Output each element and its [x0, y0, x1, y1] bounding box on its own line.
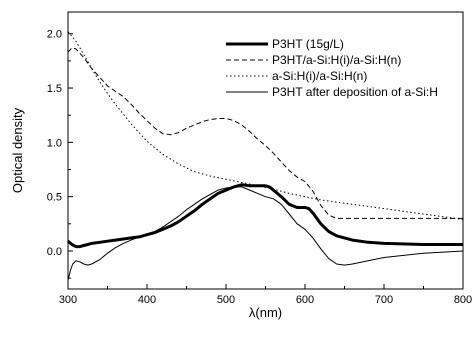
- x-tick-label: 400: [138, 294, 156, 306]
- series-line: [67, 47, 463, 219]
- x-tick-label: 800: [454, 294, 472, 306]
- series-line: [67, 186, 464, 281]
- y-tick-label: 1.0: [47, 137, 62, 149]
- legend-label: P3HT after deposition of a-Si:H: [272, 85, 438, 99]
- y-tick-label: 1.5: [47, 83, 62, 95]
- x-axis-title: λ(nm): [249, 305, 282, 320]
- y-tick-label: 0.0: [47, 246, 62, 258]
- legend-label: P3HT (15g/L): [272, 37, 344, 51]
- x-tick-label: 500: [217, 294, 235, 306]
- x-tick-label: 700: [375, 294, 393, 306]
- y-tick-label: 2.0: [47, 29, 62, 41]
- plot-frame: [67, 11, 464, 290]
- series-line: [67, 31, 464, 220]
- y-tick-label: 0.5: [47, 192, 62, 204]
- x-tick-label: 300: [59, 294, 77, 306]
- legend: P3HT (15g/L) P3HT/a-Si:H(i)/a-Si:H(n) a-Si…: [226, 37, 438, 99]
- x-tick-label: 600: [296, 294, 314, 306]
- y-axis-title: Optical density: [10, 107, 25, 193]
- series-line: [67, 183, 463, 249]
- series-layer: [67, 31, 464, 281]
- legend-label: a-Si:H(i)/a-Si:H(n): [272, 69, 367, 83]
- legend-label: P3HT/a-Si:H(i)/a-Si:H(n): [272, 53, 401, 67]
- axis-ticks: 300 400 500 600 700 800 0.0 0.5 1.0 1.5 2.0: [47, 29, 472, 306]
